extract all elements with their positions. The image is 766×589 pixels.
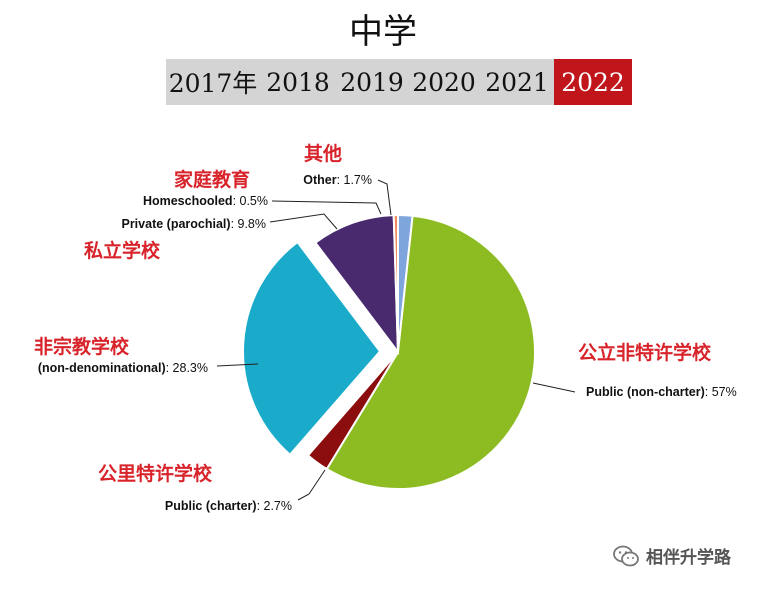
year-tab-bar: 2017年 2018 2019 2020 2021 2022 [166, 59, 632, 105]
data-label-public-charter: Public (charter): 2.7% [165, 499, 292, 513]
pie-slice-public-charter [306, 351, 399, 471]
year-tab-2018[interactable]: 2018 [266, 67, 330, 97]
data-label-homeschooled: Homeschooled: 0.5% [143, 194, 268, 208]
leader-line-homeschooled [271, 200, 382, 215]
cn-label-public-charter: 公里特许学校 [98, 462, 213, 485]
cn-label-homeschooled: 家庭教育 [174, 168, 250, 191]
pie-slice-homeschooled [392, 213, 399, 353]
leader-line-other [377, 179, 392, 216]
chart-title: 中学 [349, 12, 417, 52]
leader-line-private-parochial [269, 213, 338, 230]
leader-line-public-charter [297, 469, 326, 501]
pie-slice-non-denominational [242, 240, 382, 457]
wechat-icon [613, 545, 639, 566]
data-label-non-denominational: (non-denominational): 28.3% [38, 361, 208, 375]
cn-label-non-denominational: 非宗教学校 [34, 335, 130, 358]
year-tab-2021[interactable]: 2021 [485, 67, 549, 97]
cn-label-private-parochial: 私立学校 [84, 239, 161, 262]
data-label-other: Other: 1.7% [303, 173, 372, 187]
pie-slice-private-parochial [313, 214, 400, 356]
data-label-public-non-charter: Public (non-charter): 57% [586, 385, 737, 399]
watermark: 相伴升学路 [612, 543, 731, 568]
year-tab-2019[interactable]: 2019 [340, 67, 404, 97]
leader-line-public-non-charter [532, 382, 576, 393]
leader-line-non-denominational [216, 363, 259, 367]
data-label-private-parochial: Private (parochial): 9.8% [121, 217, 266, 231]
watermark-text: 相伴升学路 [646, 548, 731, 568]
year-tab-2022[interactable]: 2022 [554, 59, 632, 105]
year-tab-2020[interactable]: 2020 [412, 67, 476, 97]
cn-label-other: 其他 [304, 142, 342, 165]
year-tab-2017[interactable]: 2017年 [168, 69, 258, 98]
cn-label-public-non-charter: 公立非特许学校 [578, 341, 712, 364]
pie-slice-public-non-charter [325, 214, 536, 490]
